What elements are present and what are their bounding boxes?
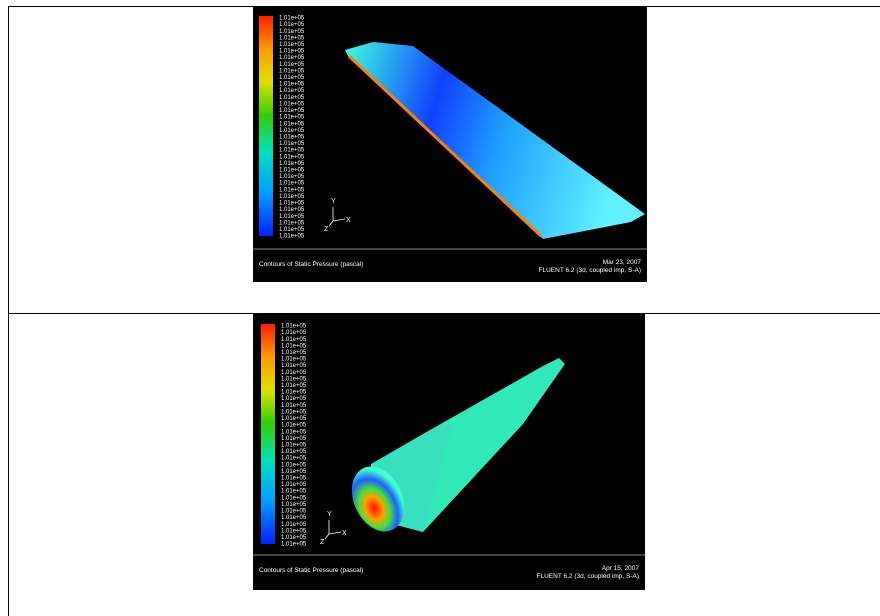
legend-label: 1.01e+05 xyxy=(281,489,307,495)
legend-label: 1.01e+05 xyxy=(279,174,305,180)
date: Apr 15, 2007 xyxy=(602,565,640,572)
solver: FLUENT 6.2 (3d, coupled imp, S-A) xyxy=(537,573,639,580)
legend-label: 1.01e+05 xyxy=(281,462,307,468)
legend-label: 1.01e+05 xyxy=(279,234,305,240)
legend-label: 1.01e+05 xyxy=(279,42,305,48)
legend-label: 1.01e+05 xyxy=(279,49,305,55)
legend-label: 1.01e+05 xyxy=(281,403,307,409)
legend-label: 1.01e+05 xyxy=(281,324,307,330)
legend-label: 1.01e+05 xyxy=(279,101,305,107)
legend-label: 1.01e+05 xyxy=(279,207,305,213)
legend-label: 1.01e+05 xyxy=(279,154,305,160)
legend-label: 1.01e+05 xyxy=(281,343,307,349)
axis-label: Z xyxy=(320,539,325,546)
legend-label: 1.01e+05 xyxy=(279,220,305,226)
legend-label: 1.01e+05 xyxy=(281,442,307,448)
legend-label: 1.01e+05 xyxy=(279,108,305,114)
legend-label: 1.01e+05 xyxy=(281,542,307,548)
legend-label: 1.01e+05 xyxy=(281,330,307,336)
legend-label: 1.01e+05 xyxy=(281,409,307,415)
axis xyxy=(328,531,342,535)
contour-plot: 1.01e+051.01e+051.01e+051.01e+051.01e+05… xyxy=(253,314,645,590)
legend-label: 1.01e+05 xyxy=(279,82,305,88)
colorbar xyxy=(259,16,273,236)
wing-surface xyxy=(345,42,645,239)
caption: Contours of Static Pressure (pascal) xyxy=(259,261,363,268)
legend-label: 1.01e+05 xyxy=(281,363,307,369)
legend-label: 1.01e+05 xyxy=(279,62,305,68)
legend-label: 1.01e+05 xyxy=(279,148,305,154)
legend-label: 1.01e+05 xyxy=(281,350,307,356)
legend-label: 1.01e+05 xyxy=(279,75,305,81)
legend-label: 1.01e+05 xyxy=(281,495,307,501)
legend-label: 1.01e+05 xyxy=(279,88,305,94)
axis-label: Y xyxy=(327,511,332,518)
legend-label: 1.01e+05 xyxy=(281,429,307,435)
legend-label: 1.01e+05 xyxy=(281,502,307,508)
legend-label: 1.01e+05 xyxy=(281,522,307,528)
legend-label: 1.01e+05 xyxy=(281,436,307,442)
legend-label: 1.01e+05 xyxy=(279,16,305,22)
legend-label: 1.01e+05 xyxy=(281,528,307,534)
legend-label: 1.01e+05 xyxy=(279,29,305,35)
legend-label: 1.01e+05 xyxy=(279,161,305,167)
legend-label: 1.01e+05 xyxy=(281,456,307,462)
axis-label: Z xyxy=(324,226,329,233)
axis-label: X xyxy=(346,217,351,224)
legend-label: 1.01e+05 xyxy=(281,469,307,475)
contour-plot: 1.01e+051.01e+051.01e+051.01e+051.01e+05… xyxy=(253,6,647,282)
legend-label: 1.01e+05 xyxy=(281,476,307,482)
legend-label: 1.01e+05 xyxy=(281,509,307,515)
legend-label: 1.01e+05 xyxy=(279,22,305,28)
legend-label: 1.01e+05 xyxy=(279,227,305,233)
legend-label: 1.01e+05 xyxy=(279,95,305,101)
caption: Contours of Static Pressure (pascal) xyxy=(259,567,363,574)
legend-label: 1.01e+05 xyxy=(281,416,307,422)
legend-label: 1.01e+05 xyxy=(279,141,305,147)
solver: FLUENT 6.2 (3d, coupled imp, S-A) xyxy=(539,267,641,274)
axis xyxy=(328,220,334,227)
date: Mar 23, 2007 xyxy=(603,259,642,266)
legend-label: 1.01e+05 xyxy=(281,482,307,488)
legend-label: 1.01e+05 xyxy=(281,337,307,343)
legend-label: 1.01e+05 xyxy=(281,535,307,541)
legend-label: 1.01e+05 xyxy=(279,35,305,41)
axis-label: Y xyxy=(331,198,336,205)
legend-label: 1.01e+05 xyxy=(279,214,305,220)
axis-label: X xyxy=(342,530,347,537)
legend-label: 1.01e+05 xyxy=(281,423,307,429)
legend-label: 1.01e+05 xyxy=(281,383,307,389)
table-row xyxy=(8,313,880,616)
legend-label: 1.01e+05 xyxy=(279,121,305,127)
legend-label: 1.01e+05 xyxy=(279,181,305,187)
hub-nose xyxy=(351,466,405,532)
legend-label: 1.01e+05 xyxy=(281,357,307,363)
legend-label: 1.01e+05 xyxy=(279,134,305,140)
legend-label: 1.01e+05 xyxy=(279,128,305,134)
legend-label: 1.01e+05 xyxy=(279,194,305,200)
legend-label: 1.01e+05 xyxy=(279,115,305,121)
legend-label: 1.01e+05 xyxy=(279,201,305,207)
legend-label: 1.01e+05 xyxy=(281,390,307,396)
axis xyxy=(324,533,330,540)
legend-label: 1.01e+05 xyxy=(279,187,305,193)
legend-label: 1.01e+05 xyxy=(279,68,305,74)
legend-label: 1.01e+05 xyxy=(281,396,307,402)
legend-label: 1.01e+05 xyxy=(279,168,305,174)
legend-label: 1.01e+05 xyxy=(279,55,305,61)
legend-label: 1.01e+05 xyxy=(281,376,307,382)
colorbar xyxy=(261,324,275,544)
legend-label: 1.01e+05 xyxy=(281,515,307,521)
leading-edge xyxy=(347,54,543,238)
legend-label: 1.01e+05 xyxy=(281,449,307,455)
legend-label: 1.01e+05 xyxy=(281,370,307,376)
axis xyxy=(332,218,346,222)
